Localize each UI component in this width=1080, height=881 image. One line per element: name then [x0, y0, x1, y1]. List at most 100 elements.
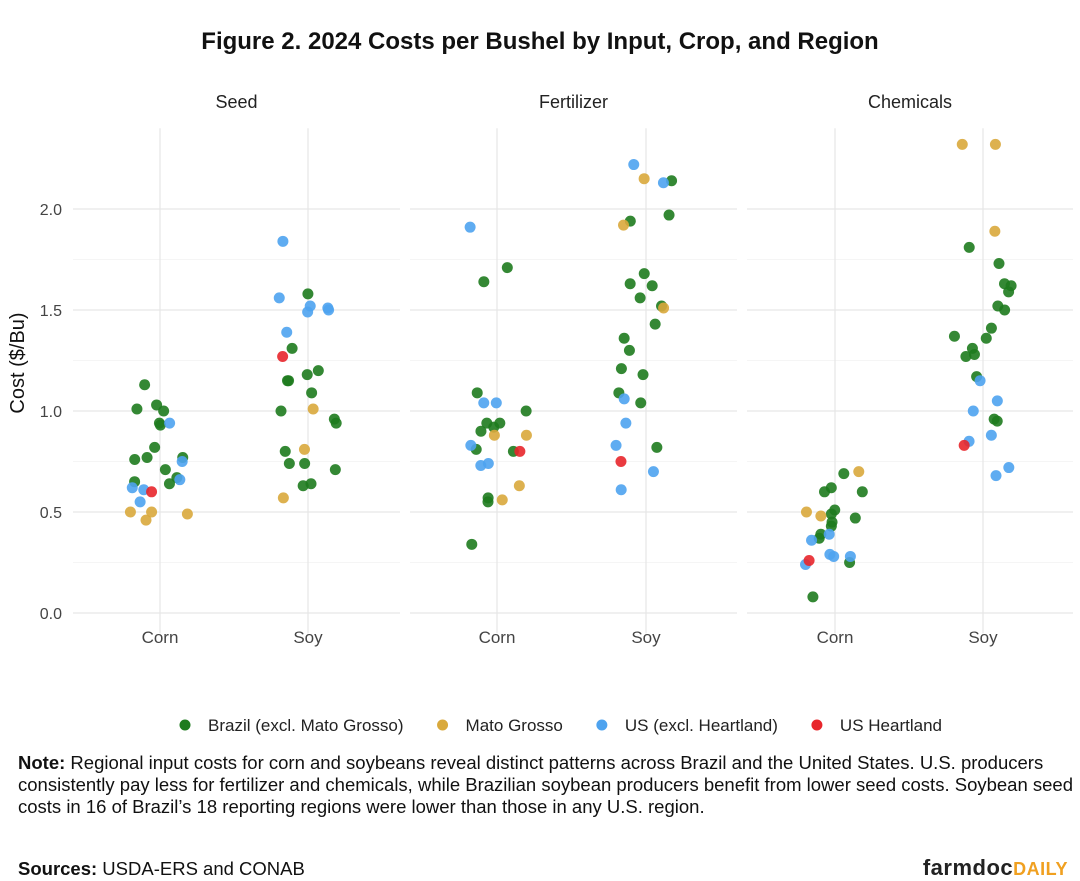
data-point [478, 397, 490, 409]
data-point [465, 439, 477, 451]
x-tick-label: Corn [142, 628, 179, 647]
data-point [277, 492, 289, 504]
y-axis-label: Cost ($/Bu) [7, 312, 29, 413]
data-point [610, 439, 622, 451]
data-point [1003, 462, 1015, 474]
data-point [991, 415, 1003, 427]
x-tick-label: Corn [479, 628, 516, 647]
data-point [992, 300, 1004, 312]
data-point [283, 375, 295, 387]
data-point [146, 506, 158, 518]
data-point [844, 550, 856, 562]
legend-marker [596, 719, 608, 731]
data-point [948, 330, 960, 342]
data-point [464, 221, 476, 233]
data-point [960, 350, 972, 362]
data-point [649, 318, 661, 330]
data-point [323, 304, 335, 316]
data-point [958, 439, 970, 451]
sources-label: Sources: [18, 858, 98, 879]
legend-label: US Heartland [840, 716, 942, 735]
data-point [623, 344, 635, 356]
legend-marker [437, 719, 449, 731]
data-point [520, 405, 532, 417]
data-point [149, 441, 161, 453]
data-point [637, 369, 649, 381]
data-point [299, 458, 311, 470]
data-point [302, 288, 314, 300]
data-point [302, 306, 314, 318]
note: Note: Regional input costs for corn and … [18, 752, 1073, 818]
data-point [658, 302, 670, 314]
data-point [513, 480, 525, 492]
panel-label: Fertilizer [539, 92, 608, 112]
logo-accent: DAILY [1013, 859, 1068, 879]
data-point [482, 496, 494, 508]
data-point [286, 342, 298, 354]
data-point [174, 474, 186, 486]
data-point [134, 496, 146, 508]
data-point [620, 417, 632, 429]
y-tick-label: 2.0 [40, 202, 62, 219]
x-tick-label: Soy [631, 628, 661, 647]
data-point [471, 387, 483, 399]
data-point [985, 429, 997, 441]
data-point [466, 538, 478, 550]
x-tick-label: Soy [293, 628, 323, 647]
data-point [154, 419, 166, 431]
sources-text: USDA-ERS and CONAB [97, 858, 305, 879]
data-point [277, 235, 289, 247]
chart-title: Figure 2. 2024 Costs per Bushel by Input… [201, 28, 879, 55]
legend-label: Mato Grosso [466, 716, 563, 735]
data-point [151, 399, 163, 411]
data-point [807, 591, 819, 603]
data-point [475, 460, 487, 472]
data-point [164, 417, 176, 429]
data-point [803, 554, 815, 566]
data-point [968, 348, 980, 360]
data-point [618, 219, 630, 231]
data-point [277, 350, 289, 362]
logo-main: farmdoc [922, 855, 1014, 880]
data-point [146, 486, 158, 498]
note-label: Note: [18, 752, 66, 773]
data-point [657, 177, 669, 189]
data-point [824, 548, 836, 560]
data-point [651, 441, 663, 453]
data-point [634, 292, 646, 304]
data-point [159, 464, 171, 476]
data-point [628, 159, 640, 171]
legend-label: US (excl. Heartland) [625, 716, 778, 735]
data-point [967, 405, 979, 417]
data-point [176, 456, 188, 467]
data-point [496, 494, 508, 506]
data-point [306, 387, 318, 399]
data-point [815, 510, 827, 522]
data-point [330, 417, 342, 429]
data-point [298, 443, 310, 455]
farmdoc-logo: farmdocDAILY [923, 855, 1068, 881]
data-point [980, 332, 992, 344]
y-tick-label: 0.0 [40, 606, 62, 623]
y-tick-label: 1.5 [40, 303, 62, 320]
legend-marker [811, 719, 823, 731]
data-point [638, 268, 650, 280]
data-point [131, 403, 143, 415]
data-point [312, 365, 324, 377]
y-tick-label: 0.5 [40, 505, 62, 522]
y-tick-label: 1.0 [40, 404, 62, 421]
data-point [618, 393, 630, 405]
data-point [624, 278, 636, 290]
data-point [956, 138, 968, 150]
data-point [635, 397, 647, 409]
data-point [856, 486, 868, 498]
data-point [279, 445, 291, 457]
data-point [163, 478, 175, 490]
data-point [273, 292, 285, 304]
data-point [307, 403, 319, 415]
data-point [991, 395, 1003, 407]
note-text: Regional input costs for corn and soybea… [18, 752, 1074, 817]
data-point [139, 379, 151, 391]
data-point [301, 369, 313, 381]
data-point [129, 453, 141, 465]
